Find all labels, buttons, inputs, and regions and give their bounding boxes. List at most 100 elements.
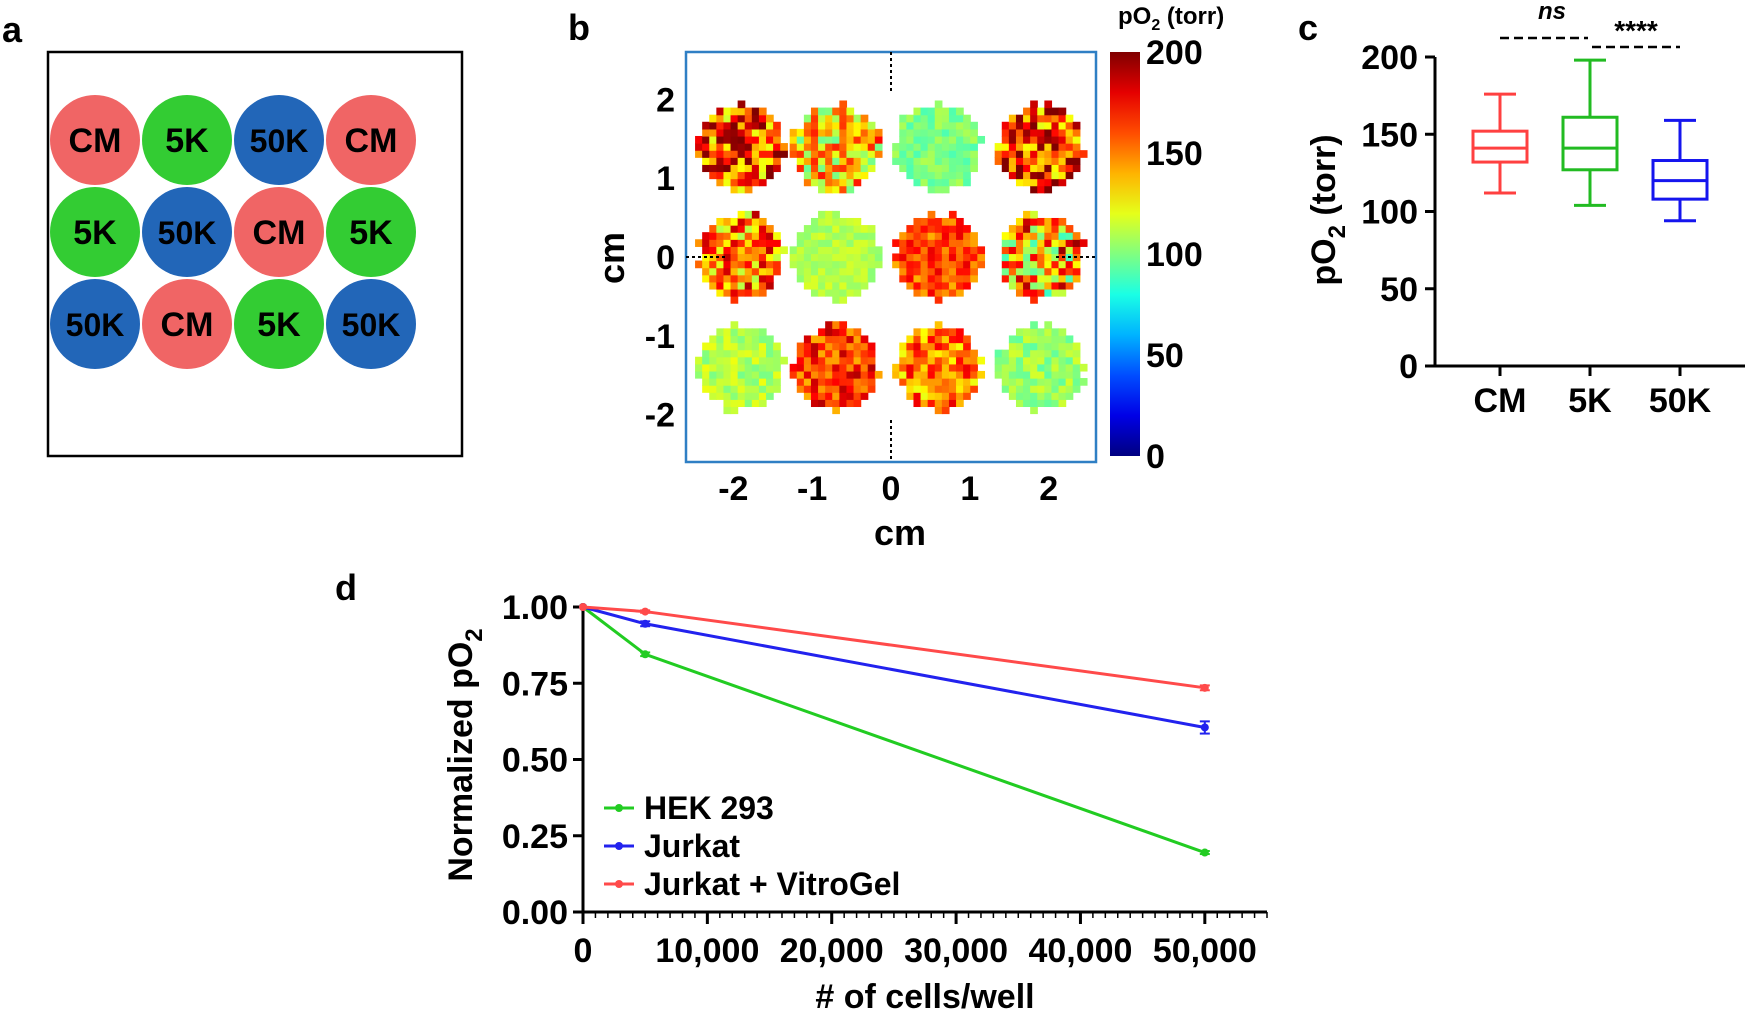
heatmap-cell [832, 135, 840, 144]
heatmap-cell [1065, 274, 1074, 283]
heatmap-cell [948, 121, 957, 130]
heatmap-cell [1037, 253, 1045, 262]
heatmap-cell [934, 178, 943, 187]
heatmap-cell [723, 260, 732, 269]
heatmap-cell [1058, 143, 1067, 151]
heatmap-cell [846, 232, 855, 240]
heatmap-cell [963, 342, 971, 351]
heatmap-cell [695, 260, 703, 269]
heatmap-cell [789, 246, 798, 255]
heatmap-cell [702, 143, 710, 151]
heatmap-cell [1072, 135, 1081, 144]
heatmap-cell [1023, 260, 1031, 269]
heatmap-cell [716, 253, 725, 262]
heatmap-cell [751, 253, 760, 262]
legend-label: HEK 293 [644, 790, 774, 826]
heatmap-cell [825, 321, 833, 329]
heatmap-cell [906, 385, 915, 393]
heatmap-cell [803, 157, 812, 165]
heatmap-cell [906, 356, 915, 365]
heatmap-cell [1015, 178, 1024, 187]
heatmap-cell [1037, 185, 1045, 194]
heatmap-cell [899, 342, 907, 351]
heatmap-cell [810, 171, 819, 180]
heatmap-cell [913, 150, 922, 158]
heatmap-cell [1030, 392, 1038, 400]
heatmap-cell [723, 349, 732, 358]
heatmap-cell [803, 342, 812, 351]
heatmap-cell [1072, 260, 1081, 269]
heatmap-cell [818, 217, 826, 226]
heatmap-cell [867, 143, 876, 151]
heatmap-cell [825, 392, 833, 400]
heatmap-cell [751, 121, 760, 130]
heatmap-cell [948, 210, 957, 219]
heatmap-cell [803, 378, 812, 386]
heatmap-cell [818, 385, 826, 393]
heatmap-cell [956, 150, 964, 158]
heatmap-cell [766, 378, 774, 386]
annotation-ns: ns [1538, 0, 1566, 25]
heatmap-cell [818, 135, 826, 144]
heatmap-cell [1058, 150, 1067, 158]
heatmap-cell [1044, 281, 1053, 290]
heatmap-cell [744, 239, 753, 247]
heatmap-cell [899, 349, 907, 358]
heatmap-cell [846, 114, 855, 123]
heatmap-cell [818, 210, 826, 219]
heatmap-cell [1030, 356, 1038, 365]
well-k5 [234, 279, 324, 369]
heatmap-cell [1044, 107, 1053, 116]
heatmap-cell [1072, 164, 1081, 173]
heatmap-cell [839, 349, 848, 358]
heatmap-cell [730, 392, 739, 400]
heatmap-cell [839, 321, 848, 329]
well-label: 50K [250, 123, 309, 159]
heatmap-cell [709, 260, 717, 269]
heatmap-cell [927, 385, 936, 393]
heatmap-cell [941, 107, 950, 116]
heatmap-cell [818, 157, 826, 165]
heatmap-cell [948, 370, 957, 379]
heatmap-cell [1015, 253, 1024, 262]
heatmap-cell [716, 225, 725, 233]
heatmap-cell [702, 260, 710, 269]
heatmap-cell [927, 274, 936, 283]
heatmap-cell [796, 150, 805, 158]
heatmap-cell [860, 378, 869, 386]
heatmap-cell [1044, 217, 1053, 226]
heatmap-cell [948, 253, 957, 262]
heatmap-cell [1023, 356, 1031, 365]
heatmap-cell [1037, 171, 1045, 180]
heatmap-cell [920, 157, 929, 165]
heatmap-cell [1051, 114, 1060, 123]
heatmap-cell [744, 378, 753, 386]
heatmap-cell [860, 143, 869, 151]
box-y-tick-label: 100 [1361, 194, 1418, 232]
heatmap-cell [1044, 157, 1053, 165]
heatmap-cell [920, 135, 929, 144]
heatmap-cell [730, 281, 739, 290]
heatmap-cell [867, 349, 876, 358]
heatmap-cell [803, 225, 812, 233]
heatmap-cell [1037, 114, 1045, 123]
panel-d-line-chart: 1.000.750.500.250.00 0 10,000 20,000 30,000… [442, 589, 1268, 1016]
heatmap-cell [906, 150, 915, 158]
heatmap-cell [832, 114, 840, 123]
heatmap-cell [927, 349, 936, 358]
heatmap-cell [963, 171, 971, 180]
heatmap-cell [1023, 164, 1031, 173]
heatmap-cell [1051, 370, 1060, 379]
heatmap-cell [906, 171, 915, 180]
well-label: 5K [73, 214, 117, 252]
heatmap-cell [941, 232, 950, 240]
heatmap-cell [758, 232, 767, 240]
heatmap-cell [766, 342, 774, 351]
heatmap-cell [1079, 150, 1088, 158]
heatmap-cell [899, 239, 907, 247]
heatmap-cell [789, 135, 798, 144]
heatmap-cell [874, 370, 883, 379]
heatmap-cell [934, 100, 943, 109]
heatmap-cell [716, 392, 725, 400]
